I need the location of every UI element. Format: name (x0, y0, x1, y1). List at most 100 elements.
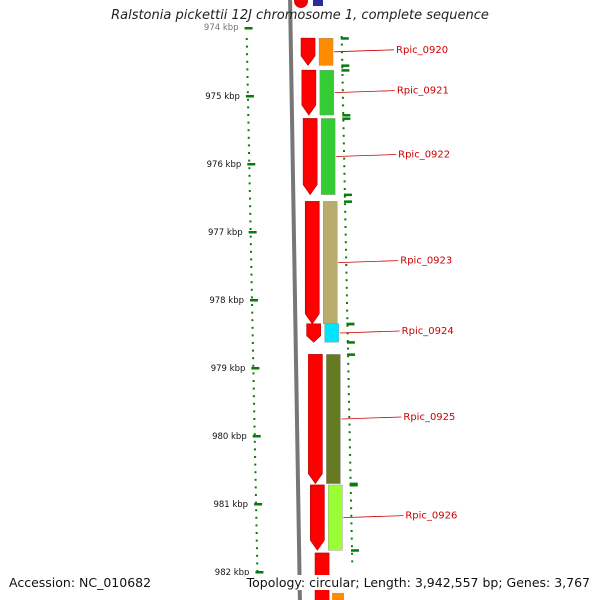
minor-tick-right (344, 218, 347, 221)
major-tick (244, 27, 253, 30)
cog-block-Rpic_0921 (319, 69, 335, 116)
minor-tick-right (345, 271, 348, 274)
minor-tick-right (340, 43, 343, 46)
kbp-tick-label: 976 kbp (207, 160, 242, 170)
minor-tick-right (349, 492, 352, 494)
minor-tick (256, 562, 259, 565)
gene-pointer-Rpic_0920 (334, 49, 395, 53)
kbp-tick-label: 979 kbp (211, 364, 246, 374)
minor-tick (248, 197, 251, 200)
gene-label-Rpic_0925: Rpic_0925 (403, 412, 455, 423)
minor-tick (255, 501, 258, 504)
minor-tick-right (349, 476, 352, 479)
minor-tick (247, 144, 250, 147)
gene-boundary-tick (344, 200, 353, 203)
minor-tick (247, 106, 250, 109)
partial-next-cog-block (332, 592, 345, 600)
minor-tick-right (340, 36, 343, 38)
gene-arrow-Rpic_0921 (301, 69, 317, 116)
minor-tick (248, 174, 251, 177)
minor-tick-right (347, 362, 350, 365)
minor-tick-right (348, 400, 351, 403)
minor-tick (250, 288, 253, 291)
minor-tick-right (343, 150, 345, 152)
minor-tick (248, 159, 251, 162)
gene-boundary-tick (349, 482, 358, 486)
minor-tick (254, 471, 257, 474)
minor-tick (251, 342, 254, 344)
major-tick (251, 367, 260, 370)
minor-tick (246, 83, 249, 86)
minor-tick (249, 212, 252, 215)
minor-tick-right (346, 347, 349, 350)
minor-tick (251, 326, 254, 329)
minor-tick-right (343, 165, 346, 168)
minor-tick (246, 53, 249, 56)
minor-tick-right (351, 552, 354, 555)
minor-tick-right (348, 446, 351, 449)
minor-tick (254, 478, 257, 481)
gene-boundary-tick (341, 69, 350, 72)
major-tick (255, 571, 264, 574)
minor-tick-right (347, 370, 350, 373)
minor-tick (255, 516, 258, 519)
minor-tick (249, 243, 252, 246)
gene-boundary-tick (346, 341, 355, 344)
minor-tick-right (344, 241, 347, 244)
minor-tick-right (350, 507, 353, 510)
minor-tick (252, 364, 255, 367)
gene-boundary-tick (351, 549, 360, 552)
minor-tick-right (342, 112, 345, 114)
minor-tick-right (346, 309, 349, 312)
kbp-tick-label: 982 kbp (215, 568, 250, 578)
minor-tick (253, 402, 256, 405)
minor-tick (248, 152, 251, 154)
minor-tick-right (342, 104, 345, 107)
minor-tick-right (345, 256, 348, 259)
minor-tick (248, 167, 251, 170)
cog-block-Rpic_0925 (326, 354, 341, 484)
minor-tick-right (344, 248, 347, 251)
gene-boundary-tick (340, 37, 349, 40)
minor-tick (250, 296, 253, 299)
gene-label-Rpic_0921: Rpic_0921 (397, 86, 449, 97)
minor-tick-right (346, 317, 349, 320)
gene-label-Rpic_0923: Rpic_0923 (400, 256, 452, 267)
minor-tick (254, 456, 257, 458)
minor-tick (251, 311, 254, 314)
gene-arrow-Rpic_0922 (302, 118, 318, 196)
minor-tick-right (350, 530, 353, 532)
minor-tick (246, 98, 249, 101)
gene-label-Rpic_0924: Rpic_0924 (402, 326, 454, 337)
minor-tick (246, 60, 249, 63)
minor-tick-right (342, 134, 345, 137)
minor-tick-right (348, 431, 351, 434)
map-title: Ralstonia pickettii 12J chromosome 1, co… (111, 8, 489, 23)
gene-label-Rpic_0922: Rpic_0922 (398, 150, 450, 161)
cog-block-Rpic_0922 (320, 118, 336, 195)
minor-tick-right (344, 210, 347, 213)
minor-tick-right (343, 180, 346, 183)
minor-tick-right (347, 385, 350, 388)
gene-pointer-Rpic_0923 (338, 260, 399, 263)
minor-tick (252, 372, 255, 375)
kbp-tick-label: 974 kbp (204, 23, 239, 33)
minor-tick (253, 433, 256, 436)
cog-block-Rpic_0920 (318, 38, 334, 66)
minor-tick-right (346, 324, 349, 327)
gene-arrow-Rpic_0923 (304, 201, 320, 325)
major-tick (247, 163, 256, 166)
major-tick (254, 503, 263, 506)
minor-tick-right (345, 294, 348, 297)
minor-tick (245, 38, 248, 40)
minor-tick (247, 136, 250, 139)
minor-tick-right (341, 66, 344, 69)
minor-tick-right (341, 58, 344, 61)
minor-tick (250, 273, 253, 276)
minor-tick-right (346, 340, 349, 342)
cog-block-Rpic_0926 (328, 484, 343, 551)
minor-tick (251, 319, 254, 322)
minor-tick (251, 304, 254, 306)
major-tick (245, 95, 254, 98)
